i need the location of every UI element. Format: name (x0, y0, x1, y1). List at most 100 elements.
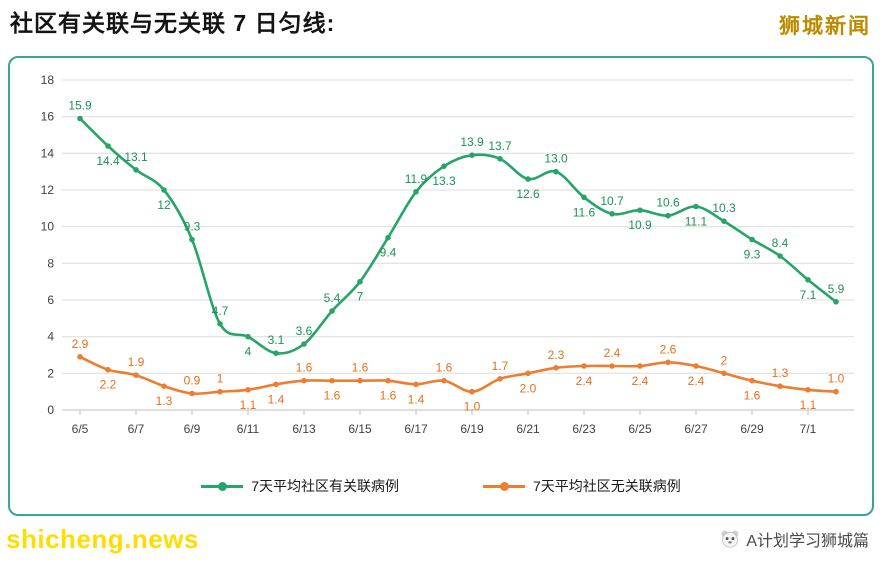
y-axis-label: 16 (41, 110, 55, 124)
data-point (217, 321, 223, 327)
data-label: 10.9 (628, 218, 652, 232)
data-label: 5.9 (828, 282, 845, 296)
data-point (357, 278, 363, 285)
data-point (553, 168, 559, 175)
data-point (329, 377, 335, 384)
data-point (469, 152, 475, 158)
data-point (833, 299, 839, 305)
data-label: 13.3 (432, 174, 456, 188)
data-label: 3.1 (268, 333, 285, 347)
data-label: 14.4 (96, 154, 120, 168)
data-label: 4 (245, 345, 252, 359)
data-point (189, 236, 195, 243)
data-label: 2.6 (660, 342, 677, 356)
data-label: 1.6 (352, 361, 369, 375)
data-point (637, 207, 643, 213)
data-point (385, 234, 391, 241)
data-point (525, 370, 531, 377)
series-line-0 (78, 117, 838, 355)
x-axis-label: 6/13 (292, 422, 316, 436)
data-point (497, 156, 503, 162)
data-label: 1.4 (408, 392, 425, 406)
data-label: 11.6 (573, 205, 596, 219)
data-point (133, 167, 139, 173)
x-axis-label: 7/1 (800, 422, 817, 436)
x-axis-label: 6/21 (516, 422, 540, 436)
data-label: 1.6 (324, 389, 341, 403)
brand-logo: 狮城新闻 (779, 15, 871, 38)
data-point (441, 163, 447, 169)
data-label: 9.4 (380, 246, 397, 260)
data-label: 13.1 (124, 150, 148, 164)
x-axis-label: 6/9 (184, 422, 201, 436)
credit-text: A计划学习狮城篇 (746, 533, 869, 550)
data-label: 11.1 (685, 215, 708, 229)
data-label: 1.0 (464, 400, 481, 414)
data-point (609, 363, 615, 369)
data-label: 2 (721, 353, 728, 367)
data-point (301, 341, 307, 347)
data-point (581, 194, 587, 201)
data-point (161, 383, 167, 390)
data-point (105, 366, 111, 373)
data-label: 7 (357, 290, 364, 304)
data-label: 1.1 (240, 398, 257, 412)
y-axis-label: 4 (47, 330, 54, 344)
data-label: 1.1 (800, 398, 817, 412)
data-label: 5.4 (324, 291, 341, 305)
data-point (357, 377, 363, 384)
data-label: 12.6 (516, 187, 540, 201)
data-label: 10.6 (656, 196, 680, 210)
data-point (273, 350, 279, 357)
data-label: 9.3 (744, 248, 761, 262)
data-point (833, 388, 839, 395)
data-label: 2.4 (688, 374, 705, 388)
data-label: 2.2 (100, 378, 117, 392)
data-point (805, 277, 811, 283)
data-point (497, 376, 503, 382)
x-axis-label: 6/19 (460, 422, 484, 436)
panda-icon (721, 530, 739, 548)
data-point (665, 359, 671, 366)
watermark: shicheng.news (6, 524, 199, 554)
x-axis-label: 6/23 (572, 422, 596, 436)
y-axis-label: 6 (47, 293, 54, 307)
chart-container: 0 2 4 6 8 10 12 14 16 18 6/5 6/7 6/9 6/11 6/13 6/15 6/17… (8, 56, 874, 516)
y-axis-label: 10 (41, 220, 55, 234)
data-point (553, 365, 559, 371)
data-point (413, 189, 419, 195)
data-label: 4.7 (212, 304, 229, 318)
data-point (777, 383, 783, 390)
data-label: 10.3 (712, 201, 736, 215)
data-point (217, 388, 223, 395)
data-point (665, 212, 671, 219)
data-label: 1.4 (268, 392, 285, 406)
chart-legend: 7天平均社区有关联病例 7天平均社区无关联病例 (10, 476, 872, 496)
data-point (329, 308, 335, 314)
data-label: 1.3 (156, 394, 173, 408)
data-point (133, 372, 139, 379)
data-label: 2.0 (520, 381, 537, 395)
data-label: 1.3 (772, 366, 789, 380)
data-label: 13.9 (460, 135, 484, 149)
legend-label-linked: 7天平均社区有关联病例 (251, 478, 399, 494)
page-title: 社区有关联与无关联 7 日匀线: (10, 10, 336, 36)
data-label: 2.4 (632, 374, 649, 388)
data-label: 2.4 (604, 346, 621, 360)
data-label: 12 (157, 198, 171, 212)
data-label: 9.3 (184, 220, 201, 234)
data-point (749, 236, 755, 243)
data-point (777, 253, 783, 259)
data-point (385, 377, 391, 384)
x-axis-label: 6/17 (404, 422, 428, 436)
data-label: 2.9 (72, 337, 89, 351)
data-label: 2.3 (548, 348, 565, 362)
data-point (413, 381, 419, 388)
data-label: 7.1 (800, 288, 817, 302)
data-label: 2.4 (576, 374, 593, 388)
data-label: 13.0 (544, 152, 568, 166)
data-point (245, 333, 251, 340)
y-axis-label: 18 (41, 73, 55, 87)
data-point (161, 187, 167, 193)
